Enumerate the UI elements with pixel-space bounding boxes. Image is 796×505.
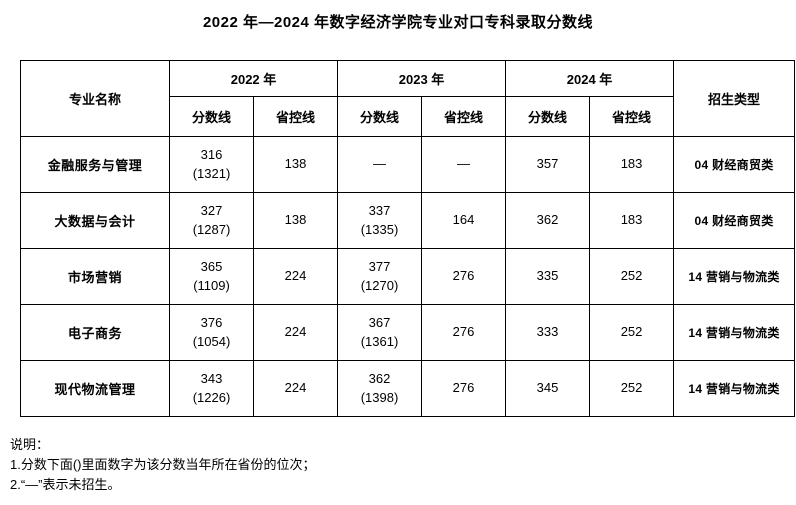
control-cell-2022: 224 <box>252 360 339 417</box>
table-row: 现代物流管理 343 (1226) 224 362 (1398) 276 345… <box>20 360 796 417</box>
admission-type: 14 营销与物流类 <box>673 304 796 361</box>
control-cell-2022: 224 <box>252 248 339 305</box>
score-cell-2022: 316 (1321) <box>169 136 254 193</box>
score-value: 337 <box>368 202 391 218</box>
header-admission-type: 招生类型 <box>673 60 796 137</box>
score-value: 327 <box>200 202 223 218</box>
score-cell-2024: 335 <box>505 248 591 305</box>
score-value: 365 <box>200 258 223 274</box>
control-cell-2023: 164 <box>421 192 507 249</box>
header-control-2024: 省控线 <box>589 96 675 137</box>
control-cell-2023: 276 <box>421 248 507 305</box>
score-value: 357 <box>536 156 559 172</box>
header-score-2024: 分数线 <box>505 96 591 137</box>
score-cell-2022: 343 (1226) <box>169 360 254 417</box>
rank-value: (1054) <box>192 333 231 349</box>
program-name: 市场营销 <box>20 248 170 305</box>
table-row: 市场营销 365 (1109) 224 377 (1270) 276 335 2… <box>20 248 796 305</box>
score-value: 376 <box>200 314 223 330</box>
header-score-2023: 分数线 <box>337 96 423 137</box>
page-title: 2022 年—2024 年数字经济学院专业对口专科录取分数线 <box>202 14 594 31</box>
notes-heading: 说明： <box>10 437 50 452</box>
program-name: 金融服务与管理 <box>20 136 170 193</box>
score-cell-2023: — <box>337 136 423 193</box>
score-cell-2023: 377 (1270) <box>337 248 423 305</box>
table-header-sub-row: 分数线 省控线 分数线 省控线 分数线 省控线 <box>21 96 795 137</box>
admission-type: 14 营销与物流类 <box>673 360 796 417</box>
table-row: 电子商务 376 (1054) 224 367 (1361) 276 333 2… <box>20 304 796 361</box>
control-cell-2024: 183 <box>589 136 675 193</box>
rank-value: (1109) <box>193 277 230 293</box>
rank-value: (1361) <box>360 333 399 349</box>
rank-value: (1335) <box>360 221 399 237</box>
score-value: 333 <box>536 324 559 340</box>
score-cell-2024: 333 <box>505 304 591 361</box>
control-cell-2022: 224 <box>252 304 339 361</box>
control-cell-2023: 276 <box>421 304 507 361</box>
header-control-2023: 省控线 <box>421 96 507 137</box>
score-value: — <box>373 156 387 172</box>
score-cell-2023: 337 (1335) <box>337 192 423 249</box>
score-value: 335 <box>536 268 559 284</box>
header-year-2023: 2023 年 <box>337 60 507 97</box>
control-cell-2024: 252 <box>589 360 675 417</box>
control-cell-2023: 276 <box>421 360 507 417</box>
control-cell-2024: 252 <box>589 304 675 361</box>
score-cell-2024: 362 <box>505 192 591 249</box>
note-item-1: 1.分数下面()里面数字为该分数当年所在省份的位次； <box>10 457 316 473</box>
score-value: 362 <box>536 212 559 228</box>
score-cell-2022: 327 (1287) <box>169 192 254 249</box>
table-row: 金融服务与管理 316 (1321) 138 — — 357 183 04 财经… <box>20 136 796 193</box>
admission-type: 14 营销与物流类 <box>673 248 796 305</box>
score-cell-2023: 362 (1398) <box>337 360 423 417</box>
note-item-2: 2.“—”表示未招生。 <box>10 477 121 493</box>
header-year-2022: 2022 年 <box>168 60 339 97</box>
score-cell-2024: 345 <box>505 360 591 417</box>
control-cell-2024: 183 <box>589 192 675 249</box>
rank-value: (1398) <box>360 389 399 405</box>
rank-value: (1287) <box>192 221 231 237</box>
program-name: 电子商务 <box>20 304 170 361</box>
program-name: 大数据与会计 <box>20 192 170 249</box>
score-value: 316 <box>200 146 223 162</box>
score-value: 367 <box>368 314 391 330</box>
header-control-2022: 省控线 <box>252 96 339 137</box>
score-value: 362 <box>368 370 391 386</box>
table-header-year-row: 专业名称 2022 年 2023 年 2024 年 招生类型 <box>20 60 796 137</box>
header-year-2024: 2024 年 <box>505 60 675 97</box>
rank-value: (1321) <box>192 165 231 181</box>
score-cell-2023: 367 (1361) <box>337 304 423 361</box>
score-cell-2022: 376 (1054) <box>169 304 254 361</box>
control-cell-2022: 138 <box>252 192 339 249</box>
score-value: 343 <box>200 370 223 386</box>
table-row: 大数据与会计 327 (1287) 138 337 (1335) 164 362… <box>20 192 796 249</box>
score-cell-2022: 365 (1109) <box>169 248 254 305</box>
control-cell-2024: 252 <box>589 248 675 305</box>
rank-value: (1270) <box>360 277 399 293</box>
header-program: 专业名称 <box>20 60 170 137</box>
scores-table: 专业名称 2022 年 2023 年 2024 年 招生类型 分数线 省控线 分… <box>20 60 796 417</box>
header-score-2022: 分数线 <box>169 96 254 137</box>
admission-type: 04 财经商贸类 <box>673 192 796 249</box>
notes-section: 说明： 1.分数下面()里面数字为该分数当年所在省份的位次； 2.“—”表示未招… <box>10 435 796 495</box>
score-value: 345 <box>536 380 559 396</box>
score-cell-2024: 357 <box>505 136 591 193</box>
admission-type: 04 财经商贸类 <box>673 136 796 193</box>
control-cell-2023: — <box>421 136 507 193</box>
score-value: 377 <box>368 258 391 274</box>
control-cell-2022: 138 <box>252 136 339 193</box>
program-name: 现代物流管理 <box>20 360 170 417</box>
rank-value: (1226) <box>192 389 231 405</box>
